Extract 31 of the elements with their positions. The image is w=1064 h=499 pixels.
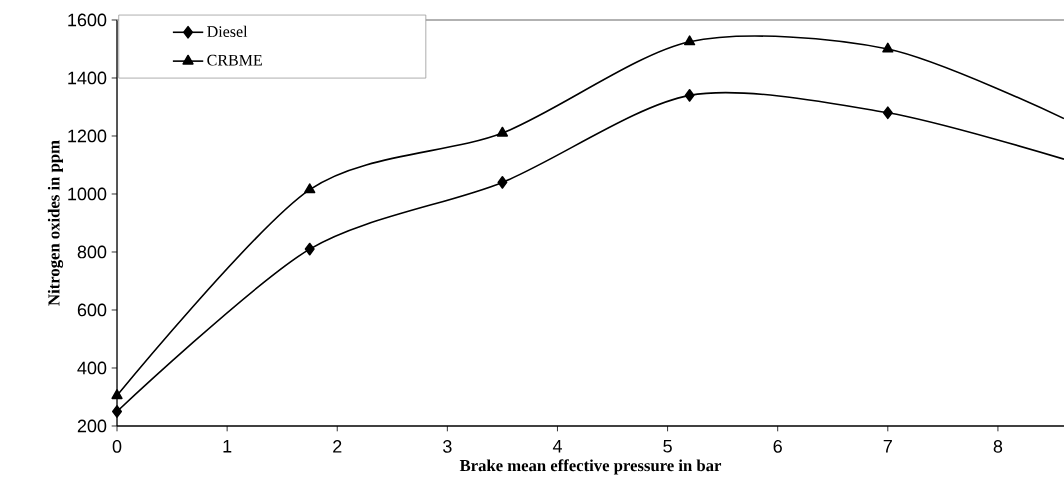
point <box>497 175 508 189</box>
x-tick-label: 4 <box>552 440 562 453</box>
y-tick-label: 800 <box>77 245 107 259</box>
y-tick-label: 600 <box>77 303 107 317</box>
x-tick-label: 3 <box>443 440 452 453</box>
x-tick-label: 5 <box>663 440 672 453</box>
point <box>111 389 123 400</box>
point <box>882 106 893 120</box>
y-axis-title: Nitrogen oxides in ppm <box>47 140 64 306</box>
x-tick-label: 6 <box>773 440 782 453</box>
x-tick-label: 2 <box>333 440 342 453</box>
y-tick-label: 1200 <box>68 129 107 143</box>
y-tick-label: 1000 <box>68 187 107 201</box>
point <box>304 183 316 194</box>
y-tick-label: 1400 <box>68 71 107 85</box>
x-tick-label: 1 <box>223 440 232 453</box>
x-tick-label: 0 <box>112 440 122 453</box>
point <box>112 405 123 418</box>
point <box>684 88 695 102</box>
y-tick-label: 400 <box>77 361 107 375</box>
point <box>683 35 696 46</box>
point <box>882 42 894 53</box>
x-tick-label: 7 <box>883 440 892 453</box>
x-axis-title: Brake mean effective pressure in bar <box>459 459 722 475</box>
legend-label: CRBME <box>207 54 262 66</box>
point <box>304 242 315 256</box>
x-tick-label: 8 <box>993 440 1003 453</box>
point <box>496 126 509 137</box>
y-tick-label: 1600 <box>68 13 107 27</box>
legend-label: Diesel <box>207 25 248 37</box>
y-tick-label: 200 <box>77 419 107 433</box>
